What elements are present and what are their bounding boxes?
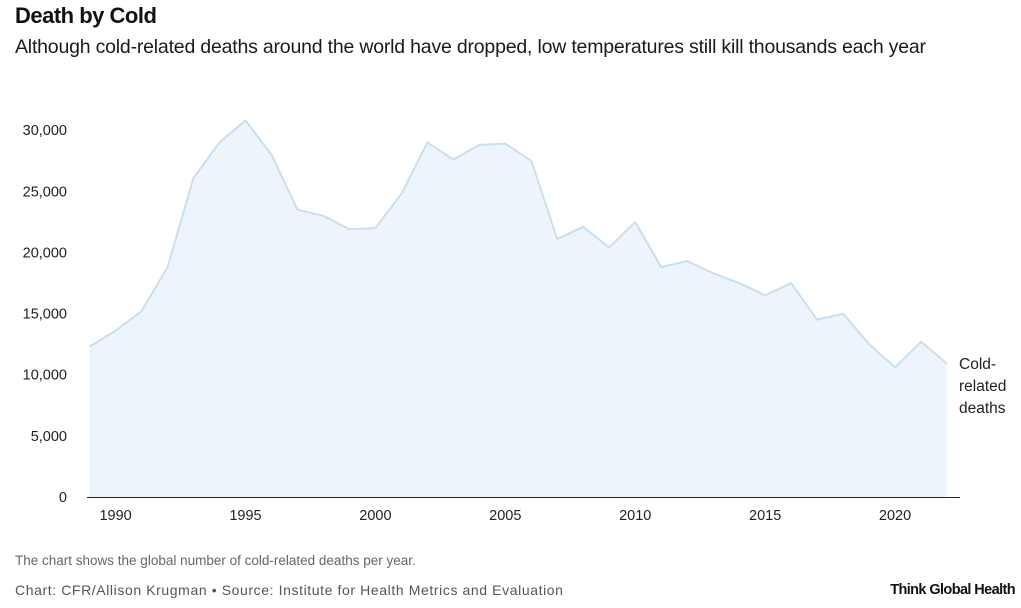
- brand-logo: Think Global Health: [890, 582, 1015, 598]
- y-tick-label: 10,000: [23, 368, 67, 384]
- y-tick-label: 25,000: [23, 184, 67, 200]
- y-tick-label: 20,000: [23, 245, 67, 261]
- x-axis-ticks: 1990 1995 2000 2005 2010 2015 2020: [99, 508, 911, 524]
- x-tick-label: 1990: [99, 508, 131, 524]
- series-label-line: Cold-: [959, 356, 996, 373]
- chart-subtitle: Although cold-related deaths around the …: [15, 36, 926, 58]
- series-label-line: deaths: [959, 400, 1006, 417]
- x-tick-label: 2000: [359, 508, 391, 524]
- x-tick-label: 2015: [749, 508, 781, 524]
- y-tick-label: 0: [59, 490, 67, 506]
- series-area: [89, 120, 948, 497]
- y-axis-ticks: 0 5,000 10,000 15,000 20,000 25,000 30,000: [23, 123, 67, 506]
- y-tick-label: 15,000: [23, 307, 67, 323]
- y-tick-label: 5,000: [31, 429, 67, 445]
- x-tick-label: 2010: [619, 508, 651, 524]
- chart-note: The chart shows the global number of col…: [15, 553, 416, 568]
- x-tick-label: 2020: [879, 508, 911, 524]
- series-label: Cold-related deaths: [959, 356, 1006, 417]
- y-tick-label: 30,000: [23, 123, 67, 139]
- chart-credit: Chart: CFR/Allison Krugman • Source: Ins…: [15, 582, 564, 598]
- series-line: [89, 119, 948, 369]
- series-label-line: related: [959, 378, 1006, 395]
- x-tick-label: 1995: [229, 508, 261, 524]
- x-tick-label: 2005: [489, 508, 521, 524]
- chart-title: Death by Cold: [15, 3, 157, 28]
